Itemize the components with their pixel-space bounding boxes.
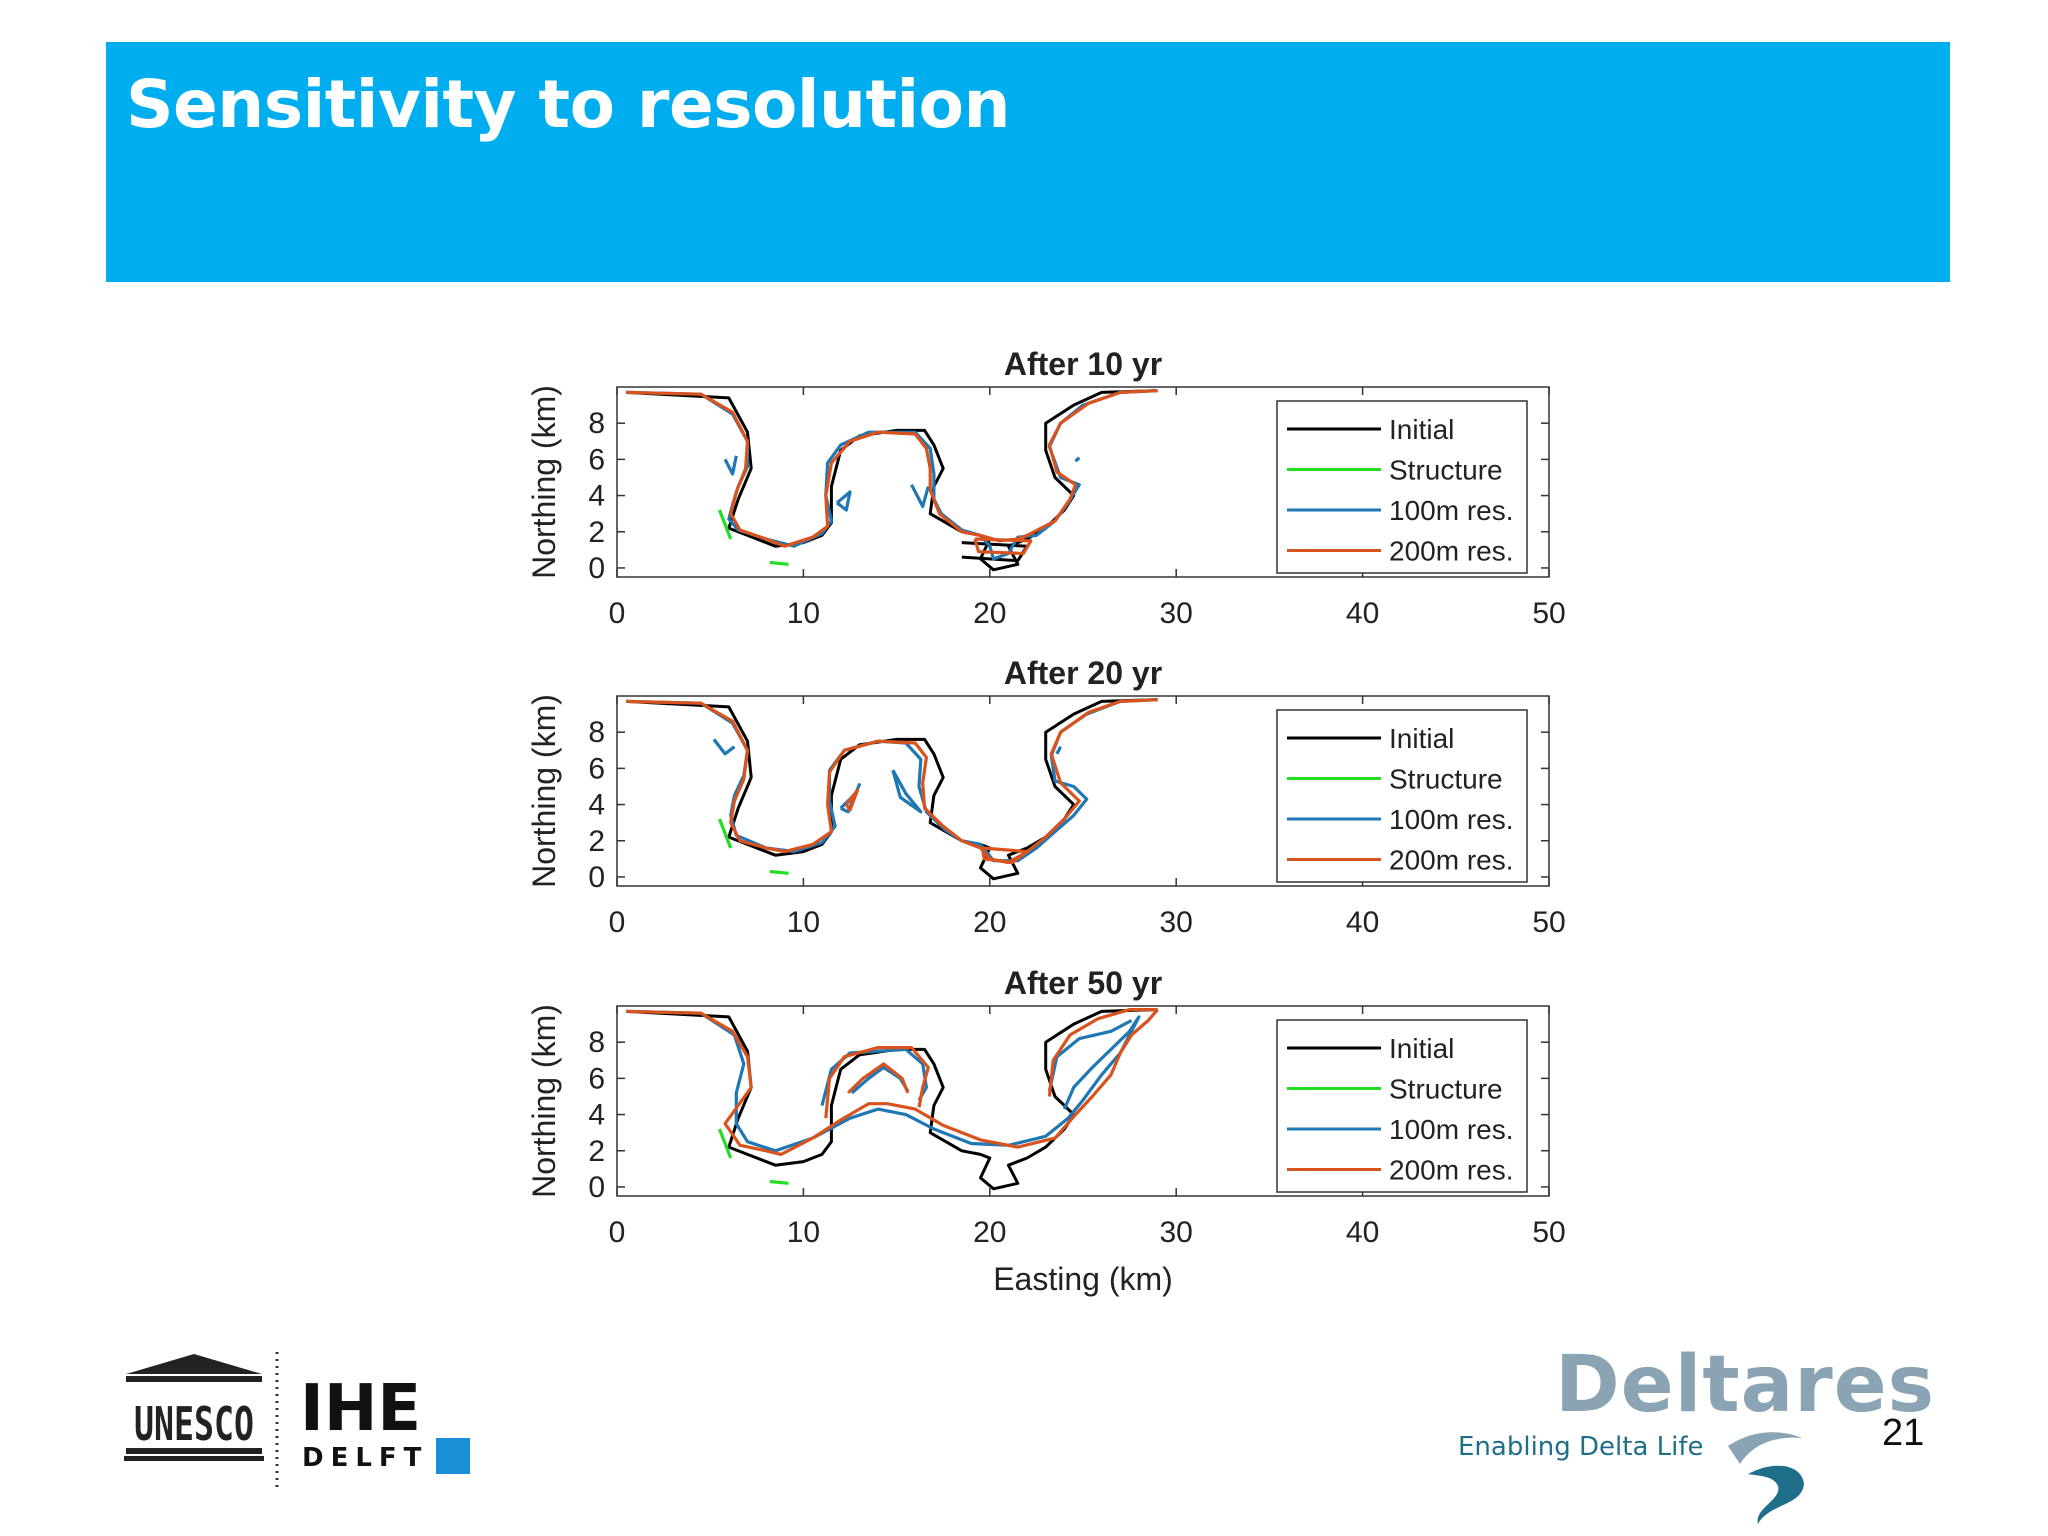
chart1-series-100m-res bbox=[1074, 456, 1081, 463]
chart1-series-structure bbox=[769, 560, 789, 566]
deltares-logo-text: Deltares bbox=[1555, 1340, 1936, 1430]
chart3-legend-label: Initial bbox=[1389, 1033, 1454, 1064]
unesco-text: UNESCO bbox=[134, 1397, 254, 1451]
chart3-y-axis-label: Northing (km) bbox=[526, 1004, 562, 1198]
chart2-y-tick-label: 6 bbox=[588, 752, 605, 785]
chart1-y-tick-label: 8 bbox=[588, 407, 605, 440]
chart3-x-tick-label: 20 bbox=[973, 1216, 1006, 1249]
chart1-legend-label: 200m res. bbox=[1389, 536, 1514, 567]
chart2-series-100m-res bbox=[891, 769, 923, 814]
chart1-x-tick-label: 30 bbox=[1160, 597, 1193, 630]
chart1-legend-label: Structure bbox=[1389, 455, 1503, 486]
chart2-x-tick-label: 10 bbox=[787, 906, 820, 939]
unesco-logo: UNESCO IHE DELFT bbox=[124, 1352, 470, 1490]
chart1-x-tick-label: 20 bbox=[973, 597, 1006, 630]
deltares-tagline: Enabling Delta Life bbox=[1458, 1432, 1704, 1462]
chart3-series-200m-res bbox=[846, 1062, 910, 1095]
chart2-legend-label: Structure bbox=[1389, 764, 1503, 795]
chart3-x-tick-label: 40 bbox=[1346, 1216, 1379, 1249]
chart2-series-100m-res bbox=[712, 738, 736, 756]
page-number: 21 bbox=[1882, 1412, 1925, 1454]
chart3-y-tick-label: 4 bbox=[588, 1099, 605, 1132]
chart3-legend-label: Structure bbox=[1389, 1074, 1503, 1105]
ihe-square-icon bbox=[436, 1438, 470, 1474]
chart2-legend-label: 200m res. bbox=[1389, 845, 1514, 876]
deltares-wave-icon bbox=[1728, 1432, 1804, 1524]
chart3-series-structure bbox=[769, 1179, 789, 1185]
chart3-x-axis-label: Easting (km) bbox=[993, 1261, 1173, 1297]
chart1-series-200m-res bbox=[626, 389, 1158, 548]
chart1-x-tick-label: 50 bbox=[1532, 597, 1565, 630]
chart1-legend-label: Initial bbox=[1389, 414, 1454, 445]
chart1-x-tick-label: 0 bbox=[609, 597, 626, 630]
chart2-x-tick-label: 0 bbox=[609, 906, 626, 939]
chart2-series-200m-res bbox=[980, 846, 1029, 865]
footer-logos: UNESCO IHE DELFT bbox=[124, 1340, 484, 1500]
chart3-y-tick-label: 6 bbox=[588, 1062, 605, 1095]
chart3-x-tick-label: 0 bbox=[609, 1216, 626, 1249]
chart3-x-tick-label: 10 bbox=[787, 1216, 820, 1249]
chart1-series-structure bbox=[718, 509, 733, 540]
chart1-y-tick-label: 4 bbox=[588, 480, 605, 513]
chart3-x-tick-label: 50 bbox=[1532, 1216, 1565, 1249]
chart2-x-tick-label: 50 bbox=[1532, 906, 1565, 939]
chart1-y-tick-label: 2 bbox=[588, 516, 605, 549]
chart3-legend-label: 100m res. bbox=[1389, 1114, 1514, 1145]
chart3-y-tick-label: 8 bbox=[588, 1026, 605, 1059]
chart2-y-tick-label: 2 bbox=[588, 825, 605, 858]
chart1-x-tick-label: 10 bbox=[787, 597, 820, 630]
chart1-legend-label: 100m res. bbox=[1389, 495, 1514, 526]
chart2-series-structure bbox=[718, 818, 733, 849]
chart2-y-tick-label: 4 bbox=[588, 789, 605, 822]
chart3-series-100m-res bbox=[820, 1047, 929, 1106]
chart1-y-tick-label: 0 bbox=[588, 552, 605, 585]
chart2-y-axis-label: Northing (km) bbox=[526, 694, 562, 888]
chart2-series-200m-res bbox=[844, 788, 860, 812]
chart2-series-200m-res bbox=[626, 698, 1158, 865]
chart2-x-tick-label: 40 bbox=[1346, 906, 1379, 939]
delft-text: DELFT bbox=[302, 1443, 428, 1473]
unesco-temple-icon bbox=[124, 1354, 264, 1461]
chart2-legend-label: 100m res. bbox=[1389, 804, 1514, 835]
ihe-text: IHE bbox=[300, 1372, 421, 1446]
chart1-series-200m-res bbox=[973, 537, 1033, 556]
chart1-series-100m-res bbox=[835, 490, 852, 512]
chart3-series-structure bbox=[718, 1128, 733, 1159]
chart3-y-tick-label: 2 bbox=[588, 1135, 605, 1168]
chart1-x-tick-label: 40 bbox=[1346, 597, 1379, 630]
chart3-series-200m-res bbox=[824, 1045, 930, 1119]
chart3-legend-label: 200m res. bbox=[1389, 1155, 1514, 1186]
chart1-series-100m-res bbox=[723, 455, 738, 476]
chart3-series-100m-res bbox=[626, 1009, 1141, 1153]
chart3-x-tick-label: 30 bbox=[1160, 1216, 1193, 1249]
chart2-x-tick-label: 20 bbox=[973, 906, 1006, 939]
chart1-y-tick-label: 6 bbox=[588, 443, 605, 476]
chart2-legend-label: Initial bbox=[1389, 723, 1454, 754]
chart1-y-axis-label: Northing (km) bbox=[526, 385, 562, 579]
chart2-x-tick-label: 30 bbox=[1160, 906, 1193, 939]
chart3-series-200m-res bbox=[1047, 1007, 1158, 1097]
chart3-title: After 50 yr bbox=[1004, 965, 1162, 1001]
chart3-y-tick-label: 0 bbox=[588, 1171, 605, 1204]
chart2-title: After 20 yr bbox=[1004, 655, 1162, 691]
chart2-y-tick-label: 8 bbox=[588, 716, 605, 749]
chart1-series-100m-res bbox=[910, 483, 930, 508]
chart3-series-100m-res bbox=[1047, 1019, 1133, 1092]
chart2-y-tick-label: 0 bbox=[588, 861, 605, 894]
chart3-series-200m-res bbox=[626, 1008, 1159, 1157]
chart1-title: After 10 yr bbox=[1004, 346, 1162, 382]
slide-title: Sensitivity to resolution bbox=[126, 66, 1010, 143]
title-banner: Sensitivity to resolution bbox=[106, 42, 1950, 282]
chart2-series-100m-res bbox=[1055, 745, 1063, 755]
chart2-series-structure bbox=[769, 869, 789, 875]
